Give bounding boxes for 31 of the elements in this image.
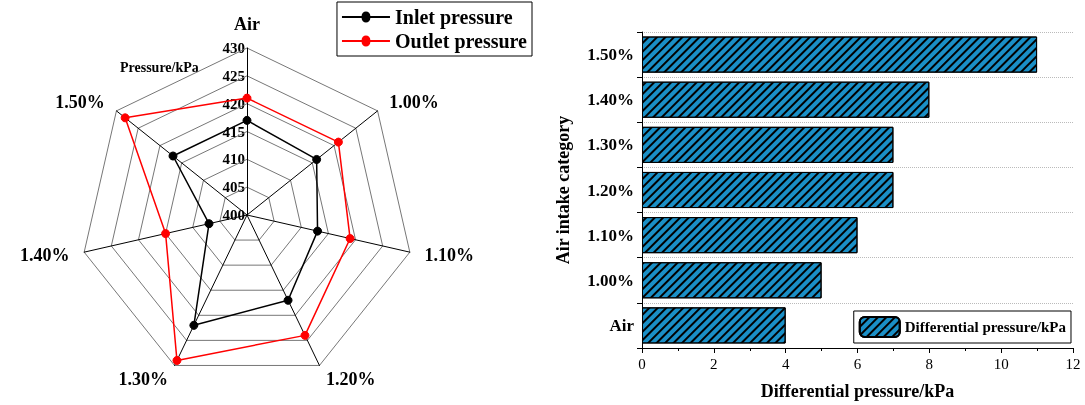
y-tick-label: 1.20% (587, 180, 634, 200)
y-axis-title: Air intake category (553, 115, 573, 265)
y-tick-label: Air (609, 315, 635, 335)
y-tick-label: 430 (222, 40, 245, 56)
spoke-label: 1.30% (118, 368, 169, 389)
x-tick-label: 0 (638, 355, 646, 372)
y-tick-label: 1.40% (587, 90, 634, 110)
y-tick-label: 425 (222, 67, 245, 84)
x-tick-label: 6 (853, 355, 862, 372)
x-axis-title: Differential pressure/kPa (760, 381, 955, 401)
y-tick-label: 410 (222, 151, 245, 168)
spoke-label: 1.20% (325, 368, 376, 389)
x-tick-label: 10 (993, 355, 1009, 372)
legend-label: Outlet pressure (394, 30, 528, 53)
legend-label: Differential pressure/kPa (904, 319, 1067, 335)
x-tick-label: 2 (710, 355, 718, 372)
x-tick-label: 4 (781, 355, 790, 372)
y-tick-label: 1.00% (587, 270, 634, 290)
y-tick-label: 1.50% (587, 45, 634, 65)
spoke-label: 1.50% (55, 91, 105, 112)
text: Pressure/kPa (120, 59, 199, 75)
spoke-label: 1.00% (389, 91, 439, 112)
y-tick-label: 415 (222, 123, 245, 140)
y-tick-label: 1.30% (587, 135, 634, 155)
spoke-label: 1.10% (424, 245, 474, 266)
y-tick-label: 405 (222, 179, 245, 196)
x-tick-label: 8 (925, 355, 934, 372)
x-tick-label: 12 (1065, 355, 1081, 372)
legend-label: Inlet pressure (394, 6, 513, 29)
spoke-label: 1.40% (20, 245, 70, 266)
y-tick-label: 1.10% (587, 225, 634, 245)
